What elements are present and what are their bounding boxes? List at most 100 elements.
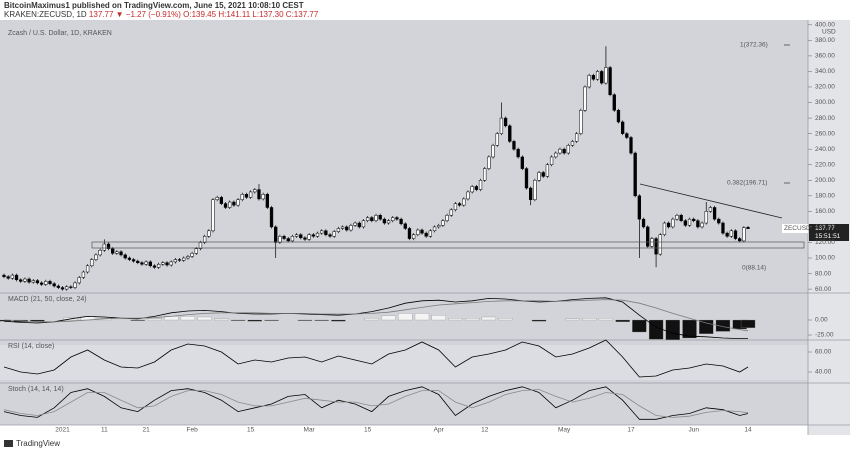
x-tick-label: 15	[247, 427, 255, 434]
candle-body	[558, 148, 562, 154]
candle-body	[575, 133, 579, 142]
histogram-bar	[632, 319, 647, 333]
histogram-bar	[264, 319, 279, 321]
candle-body	[378, 215, 382, 220]
y-tick-label: 340.00	[815, 68, 835, 75]
histogram-bar	[582, 318, 597, 321]
candle-body	[583, 86, 587, 111]
candle-body	[391, 217, 395, 221]
histogram-bar	[498, 318, 513, 321]
candle-body	[228, 201, 232, 208]
candle-body	[2, 274, 6, 277]
candle-body	[27, 278, 31, 283]
axis-unit: USD	[822, 29, 836, 36]
candle-body	[39, 282, 44, 285]
candle-body	[449, 209, 453, 216]
candle-body	[453, 203, 458, 211]
candle-body	[742, 227, 746, 242]
candle-body	[616, 110, 621, 123]
candle-body	[73, 282, 77, 288]
x-tick-label: Jun	[688, 427, 699, 434]
candle-body	[641, 218, 646, 228]
histogram-bar	[481, 316, 497, 321]
candle-body	[6, 276, 10, 279]
candle-body	[625, 133, 629, 138]
candle-body	[679, 215, 683, 221]
y-tick-label: 200.00	[815, 177, 835, 184]
candle-body	[261, 194, 265, 200]
candle-body	[708, 207, 713, 212]
logo	[4, 440, 13, 447]
x-tick-label: 21	[143, 427, 151, 434]
candle-body	[495, 133, 499, 146]
y-tick-label: -25.00	[815, 332, 834, 339]
candle-body	[529, 187, 533, 200]
candle-body	[332, 231, 336, 237]
candle-body	[637, 195, 642, 220]
y-tick-label: 40.00	[815, 369, 832, 376]
candle-body	[600, 71, 604, 84]
candle-body	[541, 172, 545, 177]
candle-body	[157, 263, 161, 268]
y-tick-label: 60.00	[815, 286, 832, 293]
candle-body	[591, 75, 596, 80]
candle-body	[696, 220, 700, 228]
candle-body	[629, 137, 633, 154]
candle-body	[403, 223, 407, 229]
candle-body	[169, 261, 173, 266]
histogram-bar	[398, 313, 413, 321]
candle-body	[549, 156, 554, 165]
candle-body	[537, 172, 541, 181]
candle-body	[499, 117, 504, 134]
candle-body	[428, 230, 433, 237]
candle-body	[662, 222, 667, 235]
candle-body	[98, 249, 102, 256]
candle-body	[512, 141, 516, 150]
histogram-bar	[180, 316, 196, 321]
countdown: 15:51:51	[815, 233, 841, 240]
candle-body	[294, 234, 299, 237]
candle-body	[244, 194, 249, 198]
candle-body	[700, 222, 704, 228]
pane-title: MACD (21, 50, close, 24)	[8, 296, 87, 303]
candle-body	[248, 191, 253, 198]
candle-body	[520, 156, 524, 169]
candle-body	[119, 251, 123, 256]
candle-body	[299, 234, 303, 239]
candle-body	[202, 235, 207, 243]
y-tick-label: 60.00	[815, 349, 832, 356]
indicator-line	[3, 299, 749, 332]
candle-body	[52, 283, 56, 287]
candle-body	[675, 215, 679, 220]
symbol-tag-text: ZECUSD	[784, 225, 811, 232]
candle-body	[152, 265, 157, 268]
symbol-tag	[782, 224, 808, 233]
candle-body	[140, 262, 144, 265]
candle-body	[650, 238, 654, 247]
candle-body	[483, 168, 487, 181]
candle-body	[746, 227, 750, 229]
candle-body	[692, 218, 696, 221]
candle-body	[232, 201, 236, 206]
candle-body	[437, 225, 441, 228]
candle-body	[382, 218, 387, 224]
indicator-line	[3, 339, 749, 378]
candle-body	[432, 226, 437, 232]
candle-body	[144, 261, 148, 265]
candle-body	[215, 197, 219, 200]
candle-body	[240, 194, 244, 200]
ohlc: H:141.11	[218, 10, 250, 19]
y-tick-label: 260.00	[815, 130, 835, 137]
y-tick-label: 160.00	[815, 208, 835, 215]
candle-body	[177, 259, 182, 261]
candle-body	[416, 229, 420, 235]
x-tick-label: Feb	[186, 427, 198, 434]
pane-title: Stoch (14, 14, 14)	[8, 386, 64, 393]
candle-body	[717, 218, 721, 224]
fib-label: 1(372.36)	[740, 42, 768, 49]
candle-body	[349, 225, 353, 231]
candle-body	[115, 251, 119, 254]
candle-body	[491, 145, 495, 158]
candle-body	[466, 191, 470, 200]
candle-body	[345, 226, 349, 231]
